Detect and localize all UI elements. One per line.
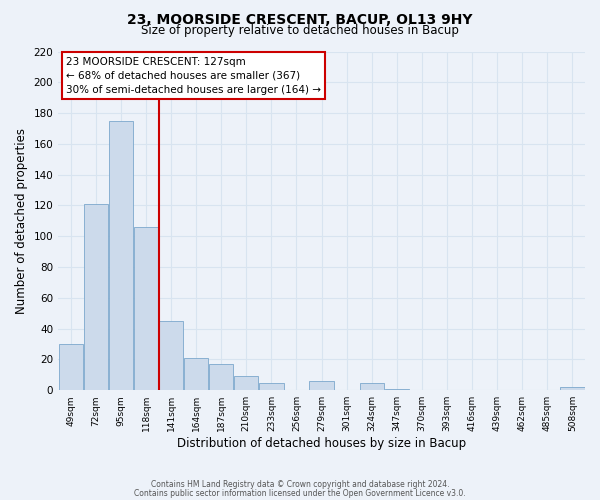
Bar: [159, 321, 183, 390]
Bar: [209, 364, 233, 390]
Bar: [134, 227, 158, 390]
Bar: [234, 376, 259, 390]
Text: Size of property relative to detached houses in Bacup: Size of property relative to detached ho…: [141, 24, 459, 37]
Bar: [359, 382, 384, 390]
Text: 23, MOORSIDE CRESCENT, BACUP, OL13 9HY: 23, MOORSIDE CRESCENT, BACUP, OL13 9HY: [127, 12, 473, 26]
Bar: [259, 382, 284, 390]
Bar: [109, 121, 133, 390]
Bar: [83, 204, 108, 390]
Bar: [184, 358, 208, 390]
Bar: [385, 388, 409, 390]
Text: Contains public sector information licensed under the Open Government Licence v3: Contains public sector information licen…: [134, 489, 466, 498]
Y-axis label: Number of detached properties: Number of detached properties: [15, 128, 28, 314]
Bar: [560, 387, 584, 390]
Bar: [310, 381, 334, 390]
Text: Contains HM Land Registry data © Crown copyright and database right 2024.: Contains HM Land Registry data © Crown c…: [151, 480, 449, 489]
Bar: [59, 344, 83, 390]
Text: 23 MOORSIDE CRESCENT: 127sqm
← 68% of detached houses are smaller (367)
30% of s: 23 MOORSIDE CRESCENT: 127sqm ← 68% of de…: [66, 56, 321, 94]
X-axis label: Distribution of detached houses by size in Bacup: Distribution of detached houses by size …: [177, 437, 466, 450]
